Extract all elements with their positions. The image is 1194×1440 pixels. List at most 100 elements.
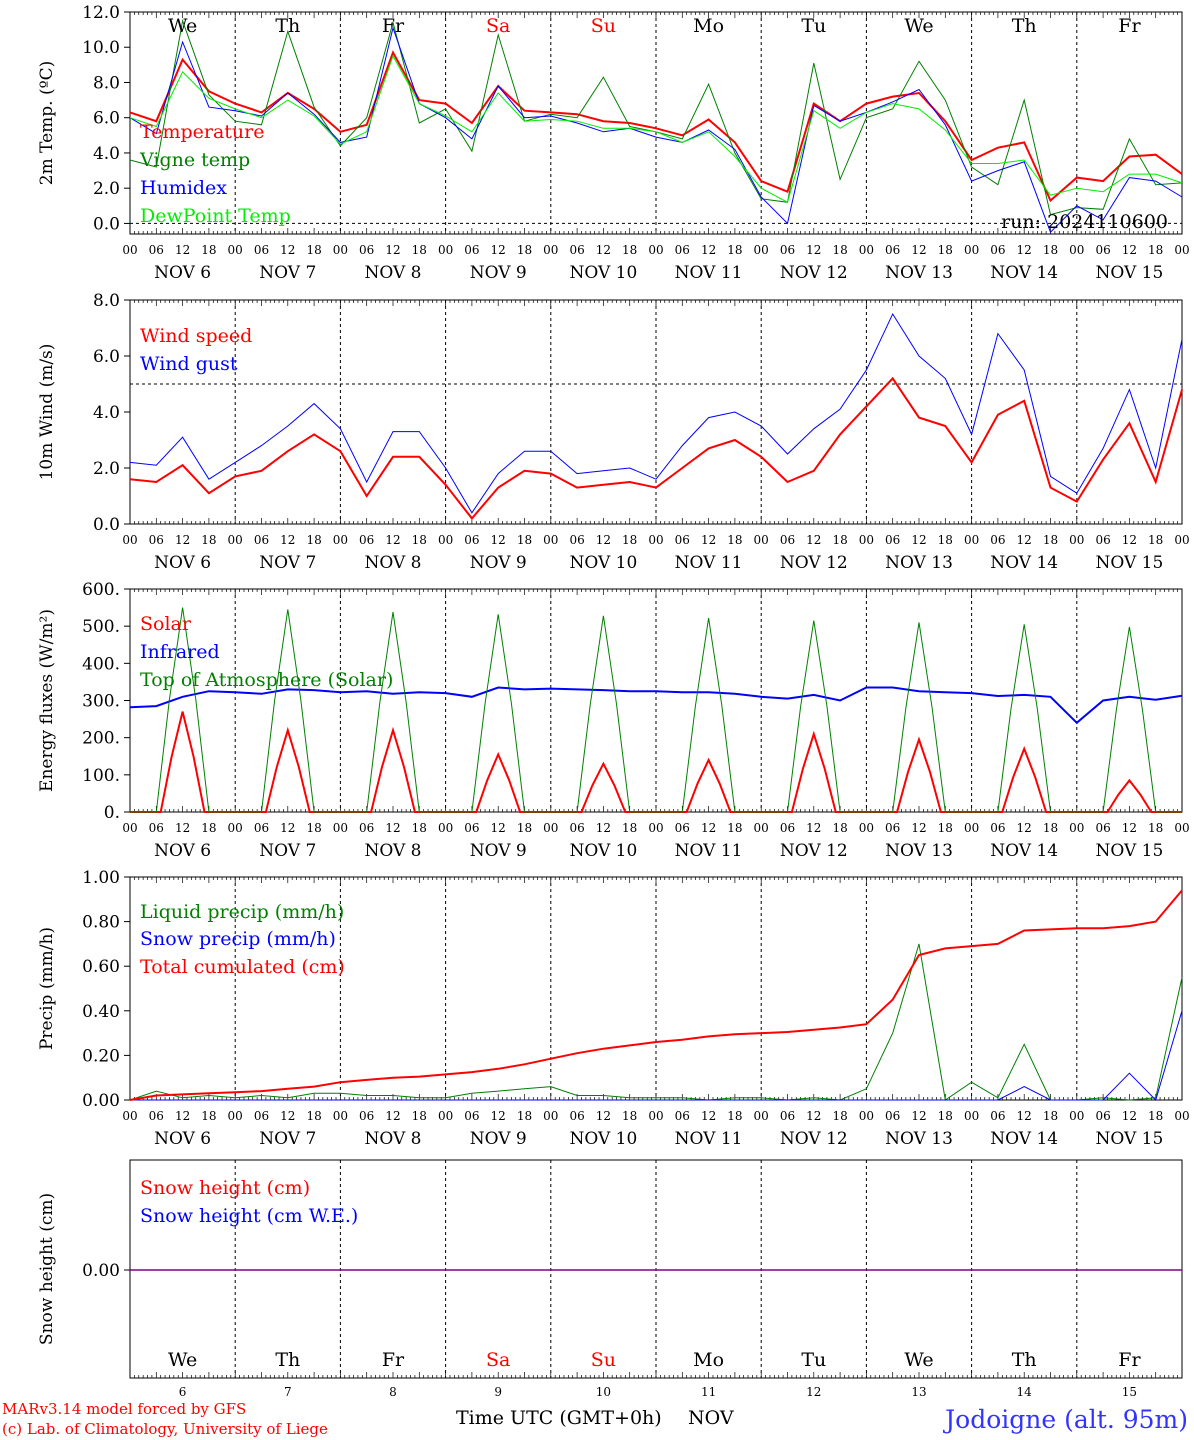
hour-tick-label: 18 [1148,243,1163,257]
y-tick-label: 500. [82,617,120,637]
hour-tick-label: 06 [359,243,374,257]
month-label: NOV [688,1407,734,1429]
hour-tick-label: 06 [780,1109,795,1123]
temperature-panel: 00 06 12 18 00 06 12 18 00 06 12 18 00 06 12 18 00 06 12 18… [37,3,1190,283]
hour-tick-label: 12 [491,243,506,257]
legend-humidex: Humidex [140,177,227,199]
hour-tick-label: 00 [648,821,663,835]
day-of-week-bottom: Fr [382,1349,405,1371]
run-label: run: 2024110600 [1001,211,1168,233]
hour-tick-label: 00 [438,1109,453,1123]
hour-tick-label: 06 [464,533,479,547]
hour-tick-label: 00 [122,821,137,835]
hour-tick-label: 00 [122,1109,137,1123]
hour-tick-label: 18 [727,821,742,835]
legend-vigne-temp: Vigne temp [139,149,250,171]
hour-tick-label: 00 [333,1109,348,1123]
hour-tick-label: 06 [675,821,690,835]
hour-tick-label: 00 [543,533,558,547]
y-axis-label: 2m Temp. (ºC) [37,61,57,186]
hour-tick-label: 00 [438,533,453,547]
y-tick-label: 0.00 [82,1091,120,1111]
day-of-week-top: Tu [801,15,826,37]
day-of-week-bottom: Th [275,1349,300,1371]
hour-tick-label: 12 [280,533,295,547]
plot-frame [129,299,1183,525]
hour-tick-label: 06 [464,1109,479,1123]
hour-tick-label: 12 [385,1109,400,1123]
hour-tick-label: 00 [122,533,137,547]
series-infrared [129,686,1183,725]
date-label: NOV 11 [675,553,743,573]
hour-tick-label: 12 [701,243,716,257]
hour-tick-label: 06 [254,821,269,835]
hour-tick-label: 00 [859,533,874,547]
day-number: 9 [494,1385,502,1399]
day-number: 10 [596,1385,611,1399]
series-top-of-atmosphere-solar [130,607,1182,813]
hour-tick-label: 18 [517,821,532,835]
hour-tick-label: 12 [596,821,611,835]
hour-tick-label: 12 [491,821,506,835]
legend-wind-gust: Wind gust [140,353,238,375]
hour-tick-label: 00 [859,1109,874,1123]
y-tick-label: 0.0 [93,214,120,234]
hour-tick-label: 12 [701,533,716,547]
hour-tick-label: 06 [780,533,795,547]
y-axis-label: Energy fluxes (W/m²) [37,609,57,792]
legend-total-cumulated-cm: Total cumulated (cm) [140,956,345,978]
hour-tick-label: 06 [675,533,690,547]
y-axis-label: Snow height (cm) [37,1193,57,1345]
date-label: NOV 12 [780,263,848,283]
hour-tick-label: 12 [175,821,190,835]
hour-tick-label: 12 [596,1109,611,1123]
hour-tick-label: 12 [385,821,400,835]
hour-tick-label: 06 [990,533,1005,547]
y-tick-label: 10.0 [82,38,120,58]
date-label: NOV 9 [470,553,527,573]
hour-tick-label: 00 [543,1109,558,1123]
legend-top-of-atmosphere-solar: Top of Atmosphere (Solar) [140,669,393,691]
date-label: NOV 7 [259,841,316,861]
hour-tick-label: 12 [596,533,611,547]
hour-tick-label: 18 [622,821,637,835]
series-solar [130,711,1182,813]
y-tick-label: 8.0 [93,73,120,93]
hour-tick-label: 06 [569,243,584,257]
hour-tick-label: 00 [1174,243,1189,257]
precip-panel: 00 06 12 18 00 06 12 18 00 06 12 18 00 06 12 18 00 06 12 18… [37,868,1190,1149]
hour-tick-label: 18 [306,533,321,547]
y-tick-label: 6.0 [93,347,120,367]
hour-tick-label: 18 [306,243,321,257]
hour-tick-label: 12 [175,243,190,257]
date-label: NOV 9 [470,841,527,861]
legend-dewpoint-temp: DewPoint Temp [140,205,291,227]
hour-tick-label: 12 [491,1109,506,1123]
hour-tick-label: 00 [333,821,348,835]
hour-tick-label: 06 [990,243,1005,257]
date-label: NOV 7 [259,263,316,283]
hour-tick-label: 06 [675,1109,690,1123]
hour-tick-label: 00 [438,243,453,257]
plot-frame [129,588,1183,813]
hour-tick-label: 00 [648,243,663,257]
y-tick-label: 2.0 [93,459,120,479]
date-label: NOV 12 [780,553,848,573]
y-tick-label: 0.00 [82,1261,120,1281]
hour-tick-label: 00 [1069,821,1084,835]
hour-tick-label: 06 [254,243,269,257]
hour-tick-label: 12 [911,1109,926,1123]
hour-tick-label: 00 [228,821,243,835]
hour-tick-label: 12 [385,243,400,257]
hour-tick-label: 18 [517,533,532,547]
hour-tick-label: 18 [412,533,427,547]
hour-tick-label: 00 [1069,1109,1084,1123]
hour-tick-label: 00 [1069,533,1084,547]
day-number: 8 [389,1385,397,1399]
hour-tick-label: 18 [832,821,847,835]
hour-tick-label: 00 [228,1109,243,1123]
hour-tick-label: 18 [832,243,847,257]
y-tick-label: 200. [82,729,120,749]
day-of-week-bottom: Tu [801,1349,826,1371]
